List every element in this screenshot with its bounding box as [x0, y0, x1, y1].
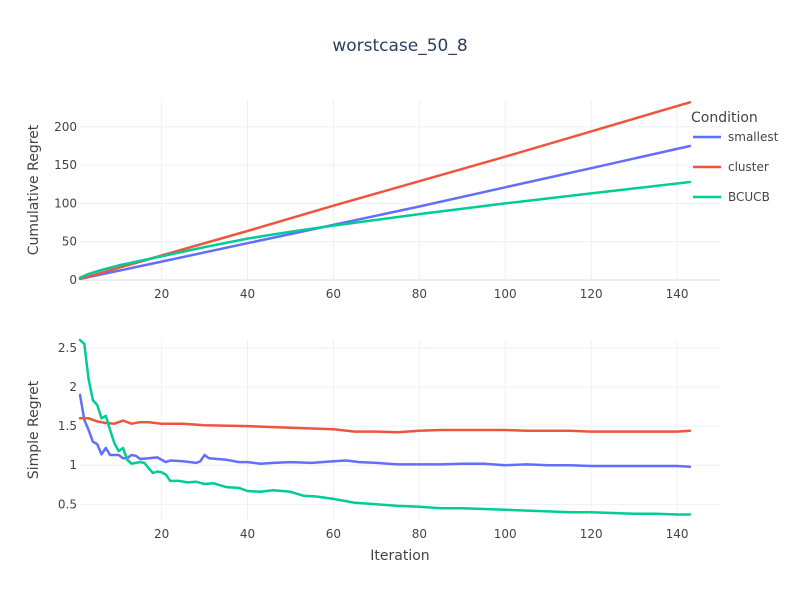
y-axis-title: Simple Regret: [26, 380, 42, 479]
x-tick-label: 100: [494, 287, 517, 301]
legend-item-bcucb[interactable]: BCUCB: [693, 190, 770, 204]
x-tick-label: 100: [494, 527, 517, 541]
x-tick-label: 60: [326, 287, 341, 301]
x-tick-label: 60: [326, 527, 341, 541]
y-tick-label: 2.5: [58, 341, 77, 355]
x-tick-label: 20: [154, 527, 169, 541]
x-tick-label: 40: [240, 527, 255, 541]
x-tick-label: 80: [412, 527, 427, 541]
subplot-2: 20 40 60 80 100 120 140 0.5 1 1.5 2 2.5 Simple Regre…: [26, 338, 720, 564]
y-tick-label: 100: [54, 196, 77, 210]
y-tick-label: 2: [69, 380, 77, 394]
plot-area: 20 40 60 80 100 120 140050100150200Cumulative …: [26, 100, 720, 564]
y-tick-label: 200: [54, 120, 77, 134]
series-line-bcucb[interactable]: [78, 180, 692, 279]
legend-title: Condition: [691, 110, 758, 126]
x-axis-title: Iteration: [370, 548, 429, 564]
legend[interactable]: Condition smallest cluster BCUCB: [691, 110, 779, 204]
series-line-smallest[interactable]: [78, 393, 692, 469]
y-tick-label: 0: [69, 273, 77, 287]
x-tick-label: 40: [240, 287, 255, 301]
legend-item-smallest[interactable]: smallest: [693, 130, 779, 144]
legend-label: cluster: [728, 160, 769, 174]
subplot-1: 20 40 60 80 100 120 140 0 50 100 150 200 Cumulative …: [26, 100, 720, 301]
x-tick-label: 140: [666, 527, 689, 541]
x-tick-label: 140: [666, 287, 689, 301]
y-tick-label: 50: [62, 235, 77, 249]
y-tick-label: 0.5: [58, 497, 77, 511]
legend-item-cluster[interactable]: cluster: [693, 160, 769, 174]
y-tick-label: 1.5: [58, 419, 77, 433]
x-tick-label: 120: [580, 287, 603, 301]
x-tick-label: 20: [154, 287, 169, 301]
x-tick-label: 120: [580, 527, 603, 541]
x-tick-label: 80: [412, 287, 427, 301]
y-tick-label: 1: [69, 458, 77, 472]
series-line-bcucb[interactable]: [78, 338, 692, 516]
y-axis-title: Cumulative Regret: [26, 124, 42, 255]
legend-label: BCUCB: [728, 190, 770, 204]
series-line-cluster[interactable]: [78, 417, 692, 434]
y-tick-label: 150: [54, 158, 77, 172]
series-line-smallest[interactable]: [78, 144, 692, 281]
chart-title: worstcase_50_8: [332, 36, 467, 56]
series-line-cluster[interactable]: [78, 101, 692, 281]
legend-label: smallest: [728, 130, 779, 144]
